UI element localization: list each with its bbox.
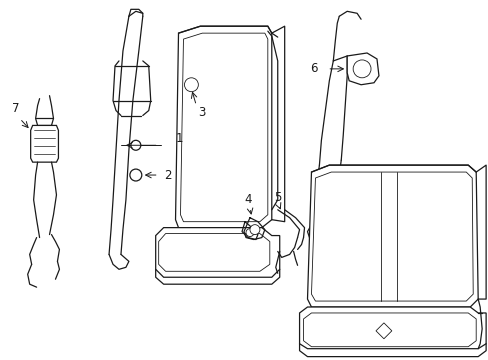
Circle shape (131, 140, 141, 150)
Text: 3: 3 (198, 106, 205, 119)
Circle shape (130, 169, 142, 181)
Text: 6: 6 (309, 62, 317, 75)
Text: 2: 2 (163, 168, 171, 181)
Polygon shape (180, 33, 267, 222)
Polygon shape (182, 73, 200, 96)
Circle shape (245, 229, 253, 237)
Polygon shape (311, 172, 472, 301)
Circle shape (249, 225, 259, 235)
Circle shape (352, 60, 370, 78)
Polygon shape (175, 26, 271, 228)
Circle shape (184, 78, 198, 92)
Polygon shape (303, 313, 475, 347)
Text: 7: 7 (12, 102, 20, 115)
Polygon shape (346, 53, 378, 85)
Text: 5: 5 (273, 192, 281, 204)
Text: 1: 1 (175, 132, 183, 145)
Polygon shape (307, 165, 477, 307)
Polygon shape (31, 125, 59, 162)
Polygon shape (155, 228, 279, 277)
Polygon shape (158, 234, 269, 271)
Polygon shape (375, 323, 391, 339)
Text: 4: 4 (244, 193, 251, 206)
Polygon shape (299, 307, 485, 349)
